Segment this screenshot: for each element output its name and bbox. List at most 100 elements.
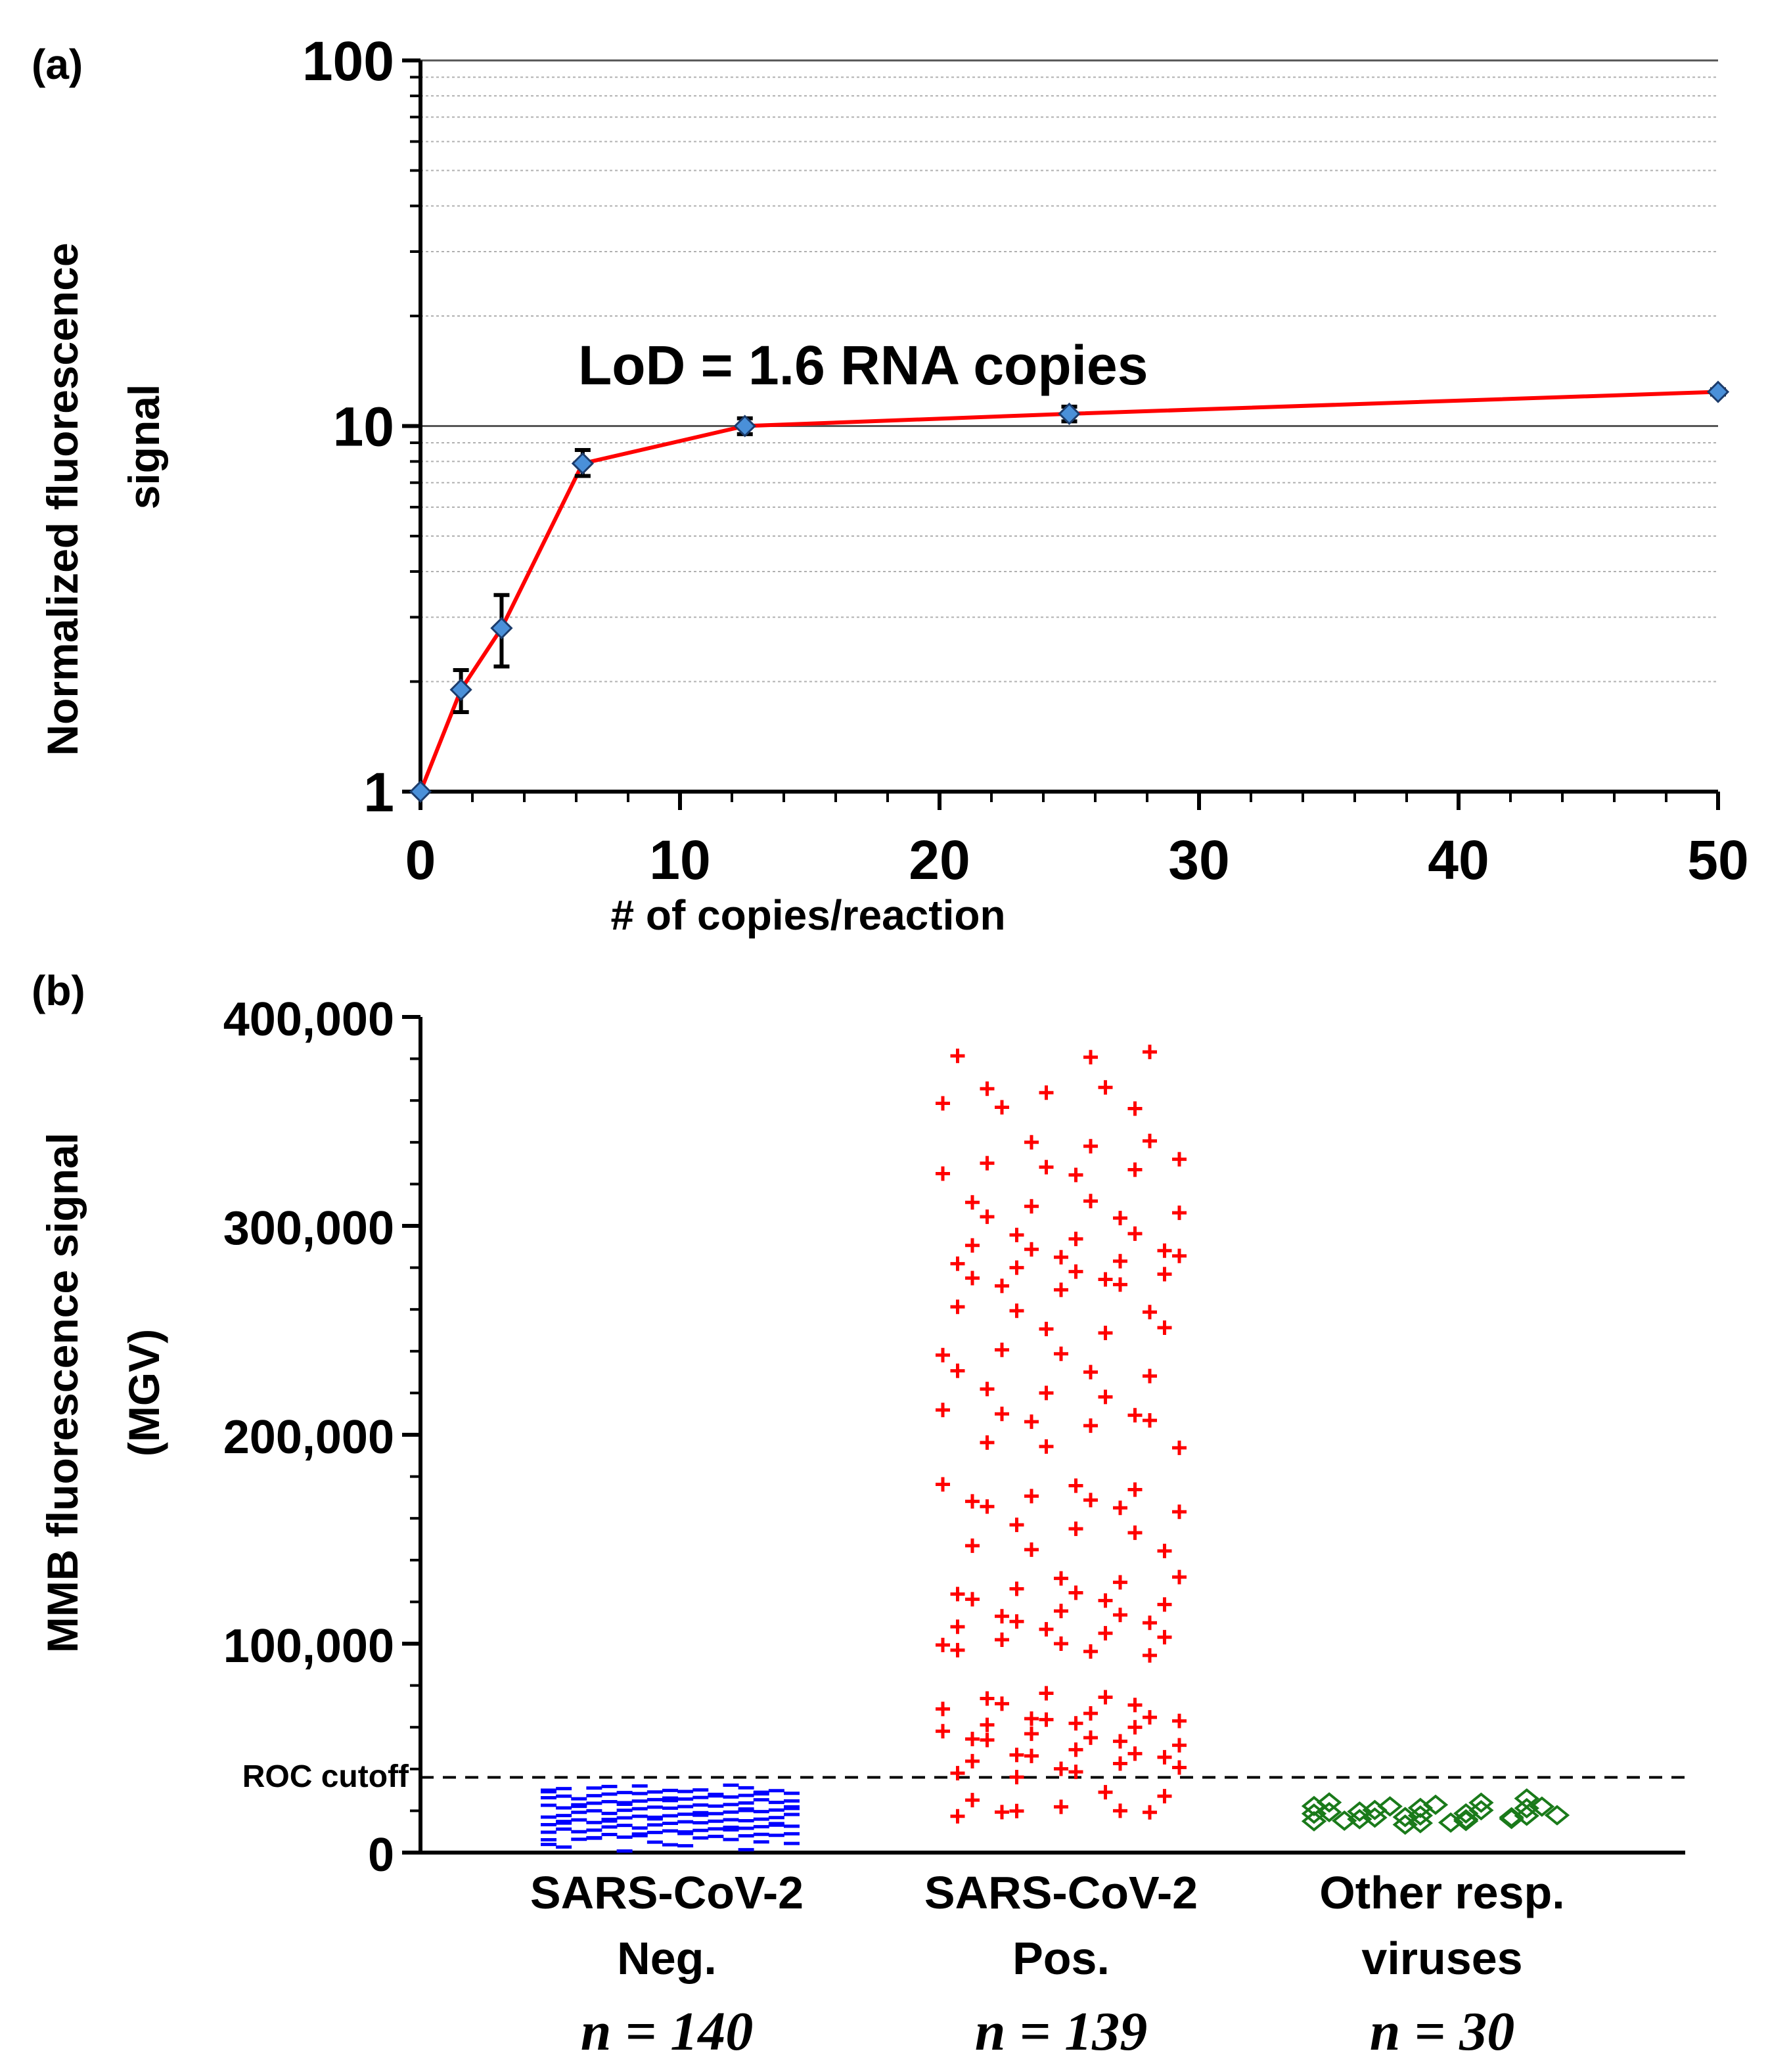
pos-point xyxy=(1039,1385,1054,1401)
pos-point xyxy=(1009,1518,1024,1533)
pos-point xyxy=(936,1096,950,1111)
pos-point xyxy=(1143,1368,1157,1384)
pos-point xyxy=(1127,1226,1143,1241)
pos-point xyxy=(1127,1746,1143,1761)
pos-point xyxy=(1024,1135,1039,1150)
pos-point xyxy=(965,1592,980,1607)
y-tick-label: 100 xyxy=(302,30,394,92)
pos-point xyxy=(1143,1133,1157,1148)
pos-point xyxy=(1068,1742,1083,1757)
pos-point xyxy=(1024,1711,1039,1726)
pos-point xyxy=(1113,1253,1127,1269)
y-tick-label: 400,000 xyxy=(223,993,394,1046)
x-tick-label: 20 xyxy=(909,829,970,891)
data-point xyxy=(449,678,472,701)
y-tick-label: 300,000 xyxy=(223,1202,394,1255)
pos-point xyxy=(1098,1080,1113,1095)
other-virus-point xyxy=(1422,1794,1449,1815)
pos-point xyxy=(965,1538,980,1553)
pos-point xyxy=(1054,1282,1068,1297)
pos-point xyxy=(1024,1199,1039,1214)
pos-point xyxy=(1157,1320,1172,1335)
pos-point xyxy=(1172,1440,1187,1455)
panel-a-series xyxy=(409,380,1730,803)
pos-point xyxy=(1039,1322,1054,1336)
pos-point xyxy=(980,1732,995,1747)
pos-point xyxy=(1083,1493,1098,1508)
pos-point xyxy=(995,1633,1009,1647)
pos-point xyxy=(950,1766,965,1781)
pos-point xyxy=(995,1100,1009,1115)
pos-point xyxy=(1039,1439,1054,1454)
pos-point xyxy=(1113,1756,1127,1771)
pos-point xyxy=(936,1166,950,1181)
panel-b-axes xyxy=(402,1015,1685,1855)
pos-point xyxy=(1172,1152,1187,1167)
pos-point xyxy=(1083,1138,1098,1154)
group-label-line2: viruses xyxy=(1361,1933,1522,1984)
other-virus-point xyxy=(1316,1792,1342,1813)
other-virus-point xyxy=(1544,1805,1570,1826)
pos-point xyxy=(1143,1413,1157,1428)
pos-point xyxy=(1009,1747,1024,1763)
y-tick-label: 200,000 xyxy=(223,1411,394,1464)
pos-point xyxy=(965,1753,980,1768)
data-point xyxy=(1706,380,1730,403)
pos-point xyxy=(1024,1542,1039,1557)
series-line xyxy=(419,390,1719,793)
panel-b-y-axis-label-line1: MMB fluorescence signal xyxy=(38,1133,87,1653)
x-tick-label: 30 xyxy=(1168,829,1229,891)
pos-point xyxy=(995,1278,1009,1294)
pos-point xyxy=(950,1587,965,1602)
pos-point xyxy=(1024,1242,1039,1257)
pos-point xyxy=(1068,1716,1083,1731)
pos-point xyxy=(1172,1713,1187,1728)
pos-point xyxy=(1009,1770,1024,1785)
data-point xyxy=(571,452,594,475)
pos-point xyxy=(950,1299,965,1315)
pos-point xyxy=(1127,1101,1143,1116)
pos-point xyxy=(950,1642,965,1657)
other-virus-point xyxy=(1468,1792,1494,1813)
pos-point xyxy=(936,1403,950,1418)
pos-point xyxy=(980,1499,995,1514)
pos-point xyxy=(1068,1478,1083,1493)
pos-point xyxy=(1172,1504,1187,1520)
pos-point xyxy=(1098,1593,1113,1608)
pos-point xyxy=(1172,1569,1187,1585)
x-tick-label: 0 xyxy=(405,829,436,891)
pos-point xyxy=(1009,1581,1024,1596)
panel-b-y-axis-label-line2: (MGV) xyxy=(120,1329,168,1456)
pos-point xyxy=(1083,1730,1098,1745)
group-label-line1: SARS-CoV-2 xyxy=(530,1867,804,1918)
pos-point xyxy=(1068,1167,1083,1182)
panel-a-gridlines xyxy=(420,59,1718,683)
pos-point xyxy=(1127,1482,1143,1497)
pos-point xyxy=(1039,1622,1054,1637)
pos-point xyxy=(980,1081,995,1096)
pos-point xyxy=(1157,1789,1172,1804)
pos-point xyxy=(1098,1690,1113,1705)
other-virus-point xyxy=(1468,1800,1494,1821)
pos-point xyxy=(1009,1260,1024,1275)
panel-a-label: (a) xyxy=(32,41,83,88)
pos-point xyxy=(1068,1264,1083,1279)
group-n-label: n = 140 xyxy=(581,2001,754,2062)
pos-point xyxy=(1039,1160,1054,1175)
pos-point xyxy=(936,1638,950,1652)
pos-point xyxy=(1113,1211,1127,1226)
pos-point xyxy=(936,1477,950,1492)
pos-point xyxy=(1172,1248,1187,1263)
pos-point xyxy=(1083,1194,1098,1209)
other-virus-point xyxy=(1453,1811,1479,1832)
pos-point xyxy=(950,1048,965,1064)
other-virus-point xyxy=(1453,1803,1479,1824)
pos-point xyxy=(1054,1799,1068,1814)
pos-point xyxy=(1098,1326,1113,1340)
pos-point xyxy=(950,1809,965,1824)
panel-a-axes xyxy=(402,58,1720,810)
pos-point xyxy=(1083,1050,1098,1065)
panel-a-y-tick-labels: 1 10 100 xyxy=(302,30,394,823)
pos-point xyxy=(1157,1597,1172,1612)
